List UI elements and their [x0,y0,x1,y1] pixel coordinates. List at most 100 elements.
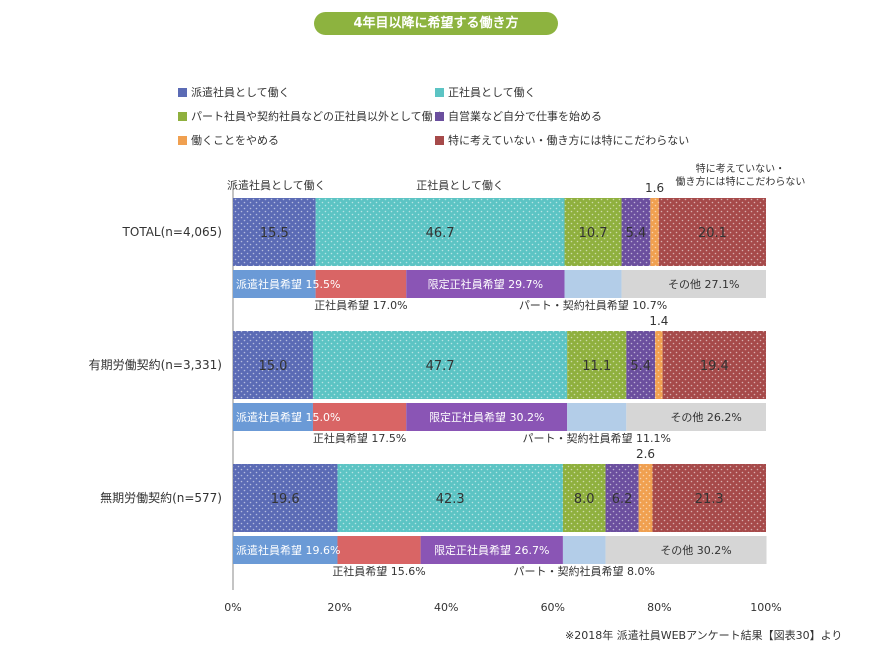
sub-label-sub_seishain: 正社員希望 17.0% [314,298,407,312]
sub-bar-sub_part [562,536,606,564]
sub-label-sub_other: その他 27.1% [668,278,739,291]
sub-bar-sub_haken [233,403,313,431]
legend-item-part: パート社員や契約社員などの正社員以外として働く [178,108,444,124]
bar-texture-jiei [621,198,651,266]
legend-swatch-part [178,111,187,121]
bar-texture-jiei [626,331,656,399]
x-tick-label: 80% [647,601,671,614]
legend-label: 自営業など自分で仕事を始める [448,110,602,123]
legend-swatch-seishain [435,87,444,97]
bar-texture-kodawaranai [652,464,766,532]
bar-texture-part [562,464,606,532]
sub-label-sub_haken: 派遣社員希望 15.0% [236,410,340,424]
data-label-jiei: 5.4 [626,226,647,241]
data-label-seishain: 42.3 [436,492,465,507]
data-label-kodawaranai: 19.4 [700,359,729,374]
data-label-kodawaranai: 20.1 [698,226,727,241]
data-label-seishain: 46.7 [426,226,455,241]
header-haken: 派遣社員として働く [227,178,326,192]
sub-bar-sub_part [567,403,627,431]
legend-label: 特に考えていない・働き方には特にこだわらない [448,134,690,147]
sub-bar-sub_gentei [406,403,568,431]
sub-label-sub_gentei: 限定正社員希望 30.2% [429,410,544,424]
data-label-jiei: 6.2 [612,492,633,507]
data-label-yameru: 2.6 [636,447,655,461]
x-tick-label: 20% [327,601,351,614]
sub-bar-sub_haken [233,536,338,564]
bar-texture-seishain [337,464,563,532]
bar-texture-haken [233,464,338,532]
legend-label: 派遣社員として働く [191,86,290,99]
sub-label-sub_part: パート・契約社員希望 11.1% [523,431,671,445]
data-label-part: 10.7 [579,226,608,241]
sub-bar-sub_gentei [406,270,565,298]
bar-texture-kodawaranai [662,331,766,399]
bar-texture-jiei [605,464,639,532]
data-label-kodawaranai: 21.3 [695,492,724,507]
data-label-jiei: 5.4 [630,359,651,374]
legend-swatch-haken [178,87,187,97]
x-tick-label: 60% [541,601,565,614]
legend-swatch-kodawaranai [435,135,444,145]
data-label-part: 8.0 [574,492,595,507]
sub-bar-sub_gentei [420,536,563,564]
legend-item-kodawaranai: 特に考えていない・働き方には特にこだわらない [435,132,689,148]
sub-label-sub_gentei: 限定正社員希望 26.7% [434,543,549,557]
sub-label-sub_part: パート・契約社員希望 8.0% [514,564,655,578]
bar-texture-yameru [638,464,653,532]
data-label-haken: 15.0 [258,359,287,374]
header-seishain: 正社員として働く [416,178,504,192]
sub-bar-sub_haken [233,270,316,298]
source-note: ※2018年 派遣社員WEBアンケート結果【図表30】より [565,629,843,642]
legend-swatch-yameru [178,135,187,145]
x-tick-label: 40% [434,601,458,614]
x-tick-label: 0% [224,601,241,614]
sub-bar-sub_other [626,403,766,431]
bar-texture-yameru [655,331,663,399]
sub-bar-sub_other [605,536,767,564]
header-kodawaranai-1: 特に考えていない・ [696,163,786,175]
bar-texture-haken [233,198,316,266]
data-label-yameru: 1.4 [649,314,668,328]
sub-label-sub_other: その他 30.2% [660,544,731,557]
category-label: 無期労働契約(n=577) [100,490,222,505]
x-tick-label: 100% [750,601,781,614]
bar-texture-seishain [312,331,568,399]
legend-swatch-jiei [435,111,444,121]
bar-texture-yameru [650,198,659,266]
legend-label: 正社員として働く [448,86,536,99]
data-label-part: 11.1 [582,359,611,374]
sub-bar-sub_part [564,270,622,298]
sub-bar-sub_other [621,270,766,298]
legend-item-seishain: 正社員として働く [435,84,536,100]
bar-texture-kodawaranai [658,198,766,266]
sub-label-sub_haken: 派遣社員希望 19.6% [236,543,340,557]
bar-texture-seishain [315,198,565,266]
sub-label-sub_haken: 派遣社員希望 15.5% [236,277,340,291]
category-label: TOTAL(n=4,065) [122,225,222,239]
legend-label: パート社員や契約社員などの正社員以外として働く [191,110,444,123]
sub-label-sub_seishain: 正社員希望 15.6% [332,564,425,578]
sub-label-sub_other: その他 26.2% [670,411,741,424]
bar-texture-part [567,331,627,399]
sub-label-sub_seishain: 正社員希望 17.5% [313,431,406,445]
category-label: 有期労働契約(n=3,331) [89,357,222,372]
data-label-seishain: 47.7 [426,359,455,374]
bar-texture-part [564,198,622,266]
legend-item-yameru: 働くことをやめる [178,132,279,148]
sub-label-sub_part: パート・契約社員希望 10.7% [519,298,667,312]
sub-bar-sub_seishain [337,536,421,564]
sub-bar-sub_seishain [312,403,407,431]
legend-item-jiei: 自営業など自分で仕事を始める [435,108,602,124]
chart-title: 4年目以降に希望する働き方 [314,12,558,35]
legend-label: 働くことをやめる [191,134,279,147]
sub-bar-sub_seishain [315,270,407,298]
legend-item-haken: 派遣社員として働く [178,84,290,100]
data-label-haken: 15.5 [260,226,289,241]
header-kodawaranai-2: 働き方には特にこだわらない [676,175,806,188]
data-label-haken: 19.6 [271,492,300,507]
sub-label-sub_gentei: 限定正社員希望 29.7% [428,277,543,291]
bar-texture-haken [233,331,313,399]
data-label-yameru: 1.6 [645,181,664,195]
